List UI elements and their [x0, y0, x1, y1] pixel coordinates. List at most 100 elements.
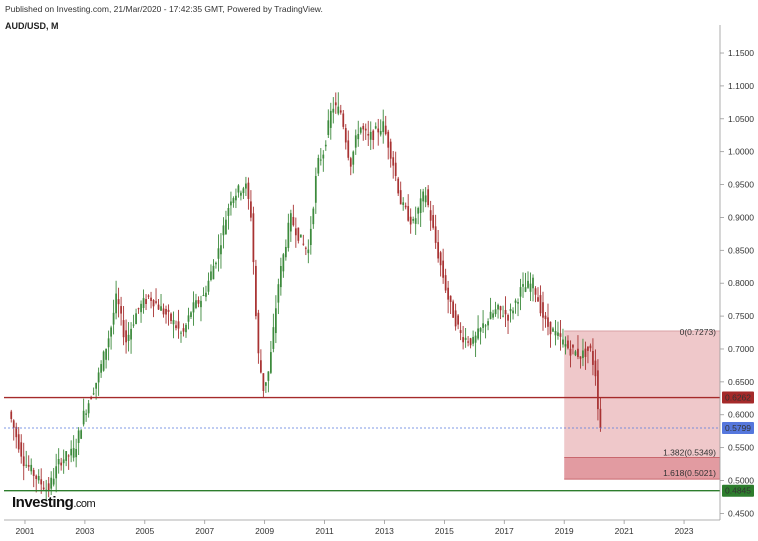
candle-body — [75, 448, 78, 458]
candle-body — [150, 297, 152, 301]
candle-body — [404, 205, 407, 208]
candle-body — [402, 202, 405, 205]
candle-body — [92, 393, 95, 395]
candle-body — [377, 128, 380, 133]
candle-body — [267, 371, 270, 381]
candle-body — [15, 426, 18, 438]
candle-body — [197, 299, 200, 304]
candle-body — [200, 300, 202, 308]
candle-body — [165, 308, 167, 315]
x-tick-label: 2011 — [315, 526, 334, 536]
candle-body — [302, 243, 305, 245]
candle-body — [324, 144, 327, 147]
candle-body — [217, 248, 220, 259]
candle-body — [512, 310, 514, 314]
candle-body — [532, 277, 534, 289]
candle-body — [187, 315, 190, 322]
candle-body — [569, 348, 572, 356]
candle-body — [412, 219, 415, 221]
candle-body — [107, 338, 110, 348]
candle-body — [599, 408, 602, 428]
candle-body — [210, 271, 212, 280]
candle-body — [292, 216, 295, 226]
candle-body — [592, 351, 594, 365]
candle-body — [409, 216, 412, 225]
investing-logo: Investing.com — [12, 494, 96, 511]
candle-body — [299, 234, 302, 238]
candle-body — [357, 133, 360, 140]
candle-body — [192, 302, 195, 313]
candle-body — [62, 459, 65, 464]
candle-body — [367, 133, 370, 136]
candle-body — [389, 141, 392, 159]
candle-body — [140, 303, 142, 313]
candle-body — [112, 312, 115, 325]
x-tick-label: 2013 — [375, 526, 394, 536]
candle-body — [472, 336, 474, 344]
candle-body — [417, 208, 420, 214]
candle-body — [339, 110, 342, 113]
candle-body — [82, 410, 85, 425]
candle-body — [494, 309, 497, 315]
candle-body — [469, 338, 472, 346]
axes: 1.1500 1.1000 1.0500 1.0000 0.9500 0.9000 0.85… — [4, 25, 754, 536]
candle-body — [152, 300, 155, 307]
candle-body — [557, 332, 559, 336]
x-tick-label: 2023 — [675, 526, 694, 536]
candle-body — [55, 466, 58, 479]
candle-body — [399, 190, 402, 205]
candle-body — [482, 323, 484, 328]
candle-body — [467, 341, 469, 343]
candle-body — [499, 306, 502, 311]
y-tick-label: 0.5000 — [728, 476, 754, 486]
candle-body — [50, 477, 53, 489]
candle-body — [260, 360, 262, 373]
candle-body — [312, 208, 315, 225]
candle-body — [227, 208, 230, 216]
candle-body — [349, 158, 352, 167]
x-tick-label: 2019 — [555, 526, 574, 536]
candle-body — [130, 328, 132, 340]
candle-body — [279, 266, 282, 288]
candle-body — [157, 304, 160, 310]
candle-body — [304, 247, 307, 249]
candle-body — [245, 183, 247, 189]
candle-body — [132, 324, 135, 326]
x-tick-label: 2009 — [255, 526, 274, 536]
candle-body — [162, 308, 165, 315]
candle-body — [142, 298, 145, 308]
candle-body — [359, 127, 362, 133]
candle-body — [147, 295, 150, 297]
candle-body — [230, 201, 232, 206]
candle-body — [539, 295, 542, 314]
x-tick-label: 2007 — [195, 526, 214, 536]
candle-body — [319, 159, 322, 161]
candle-body — [394, 162, 397, 176]
y-tick-label: 1.0500 — [728, 114, 754, 124]
candle-body — [344, 128, 347, 143]
candle-body — [587, 346, 589, 351]
x-tick-label: 2017 — [495, 526, 514, 536]
candle-body — [439, 252, 442, 266]
candle-body — [427, 189, 430, 206]
candle-body — [519, 287, 522, 297]
price-badge-label: 0.4845 — [725, 486, 751, 496]
candle-body — [100, 364, 102, 373]
candle-body — [507, 315, 509, 321]
x-tick-label: 2015 — [435, 526, 454, 536]
candle-body — [522, 284, 524, 287]
candle-body — [567, 340, 569, 349]
candle-body — [492, 313, 494, 318]
price-badge-support — [722, 484, 754, 497]
candle-body — [180, 332, 182, 334]
candle-body — [497, 304, 499, 310]
candle-body — [262, 373, 265, 391]
x-tick-label: 2003 — [75, 526, 94, 536]
candle-body — [337, 106, 340, 114]
candle-body — [265, 382, 267, 386]
fib-zone-main — [564, 331, 720, 458]
candle-body — [374, 126, 377, 129]
x-tick-label: 2005 — [135, 526, 154, 536]
candle-body — [329, 110, 332, 128]
